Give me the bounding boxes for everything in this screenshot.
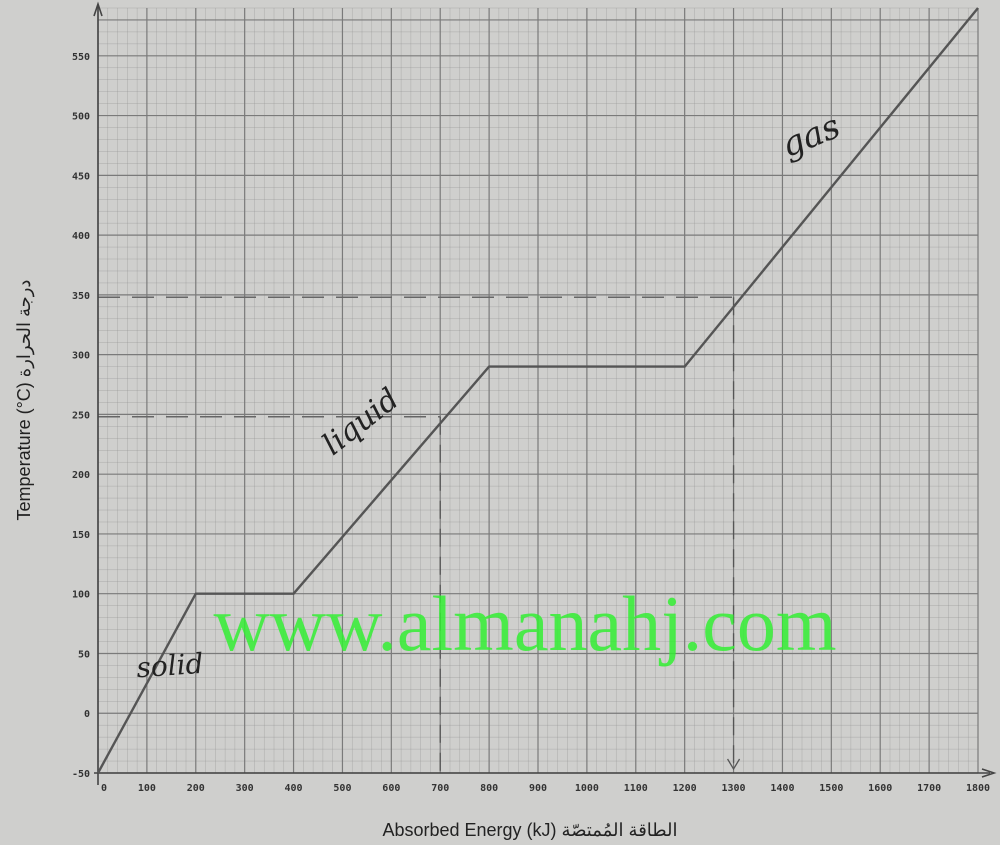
y-tick-label: 300 — [72, 351, 90, 362]
x-axis-title: Absorbed Energy (kJ) الطاقة المُمتصّة — [382, 820, 677, 840]
x-tick-label: 1400 — [770, 783, 794, 794]
x-tick-label: 0 — [101, 783, 107, 794]
y-tick-label: 50 — [78, 649, 90, 660]
annotation-solid: solid — [135, 647, 204, 685]
x-tick-label: 800 — [480, 783, 498, 794]
y-tick-label: 0 — [84, 709, 90, 720]
axes — [93, 1, 997, 785]
x-tick-label: 1300 — [722, 783, 746, 794]
y-tick-label: 450 — [72, 171, 90, 182]
x-tick-label: 1700 — [917, 783, 941, 794]
x-tick-label: 1800 — [966, 783, 990, 794]
y-tick-label: 250 — [72, 410, 90, 421]
x-tick-label: 700 — [431, 783, 449, 794]
y-tick-label: 550 — [72, 52, 90, 63]
y-tick-label: 350 — [72, 291, 90, 302]
x-tick-label: 1100 — [624, 783, 648, 794]
x-tick-label: 200 — [187, 783, 205, 794]
y-tick-label: 200 — [72, 470, 90, 481]
y-tick-label: 400 — [72, 231, 90, 242]
tick-labels: 0 100 200 300 400 500 600 700 800 900 1000 1100 1200… — [72, 52, 990, 794]
x-tick-label: 100 — [138, 783, 156, 794]
y-tick-label: 500 — [72, 112, 90, 123]
heating-curve-line — [96, 7, 979, 774]
x-tick-label: 1000 — [575, 783, 599, 794]
x-axis-arrow — [981, 768, 997, 778]
x-tick-label: 400 — [285, 783, 303, 794]
y-axis-title: Temperature (°C) درجة الحرارة — [14, 280, 35, 521]
x-tick-label: 300 — [236, 783, 254, 794]
x-tick-label: 1500 — [819, 783, 843, 794]
x-tick-label: 500 — [333, 783, 351, 794]
x-tick-label: 1200 — [673, 783, 697, 794]
x-tick-label: 600 — [382, 783, 400, 794]
reference-lines — [98, 296, 741, 771]
x-tick-label: 900 — [529, 783, 547, 794]
y-tick-label: 100 — [72, 590, 90, 601]
series-layer — [96, 7, 979, 774]
watermark: www.almanahj.com — [213, 580, 836, 667]
y-tick-label: -50 — [72, 769, 90, 780]
y-tick-label: 150 — [72, 530, 90, 541]
x-tick-label: 1600 — [868, 783, 892, 794]
reference-arrow-head — [726, 758, 741, 771]
y-axis-arrow — [93, 1, 103, 17]
